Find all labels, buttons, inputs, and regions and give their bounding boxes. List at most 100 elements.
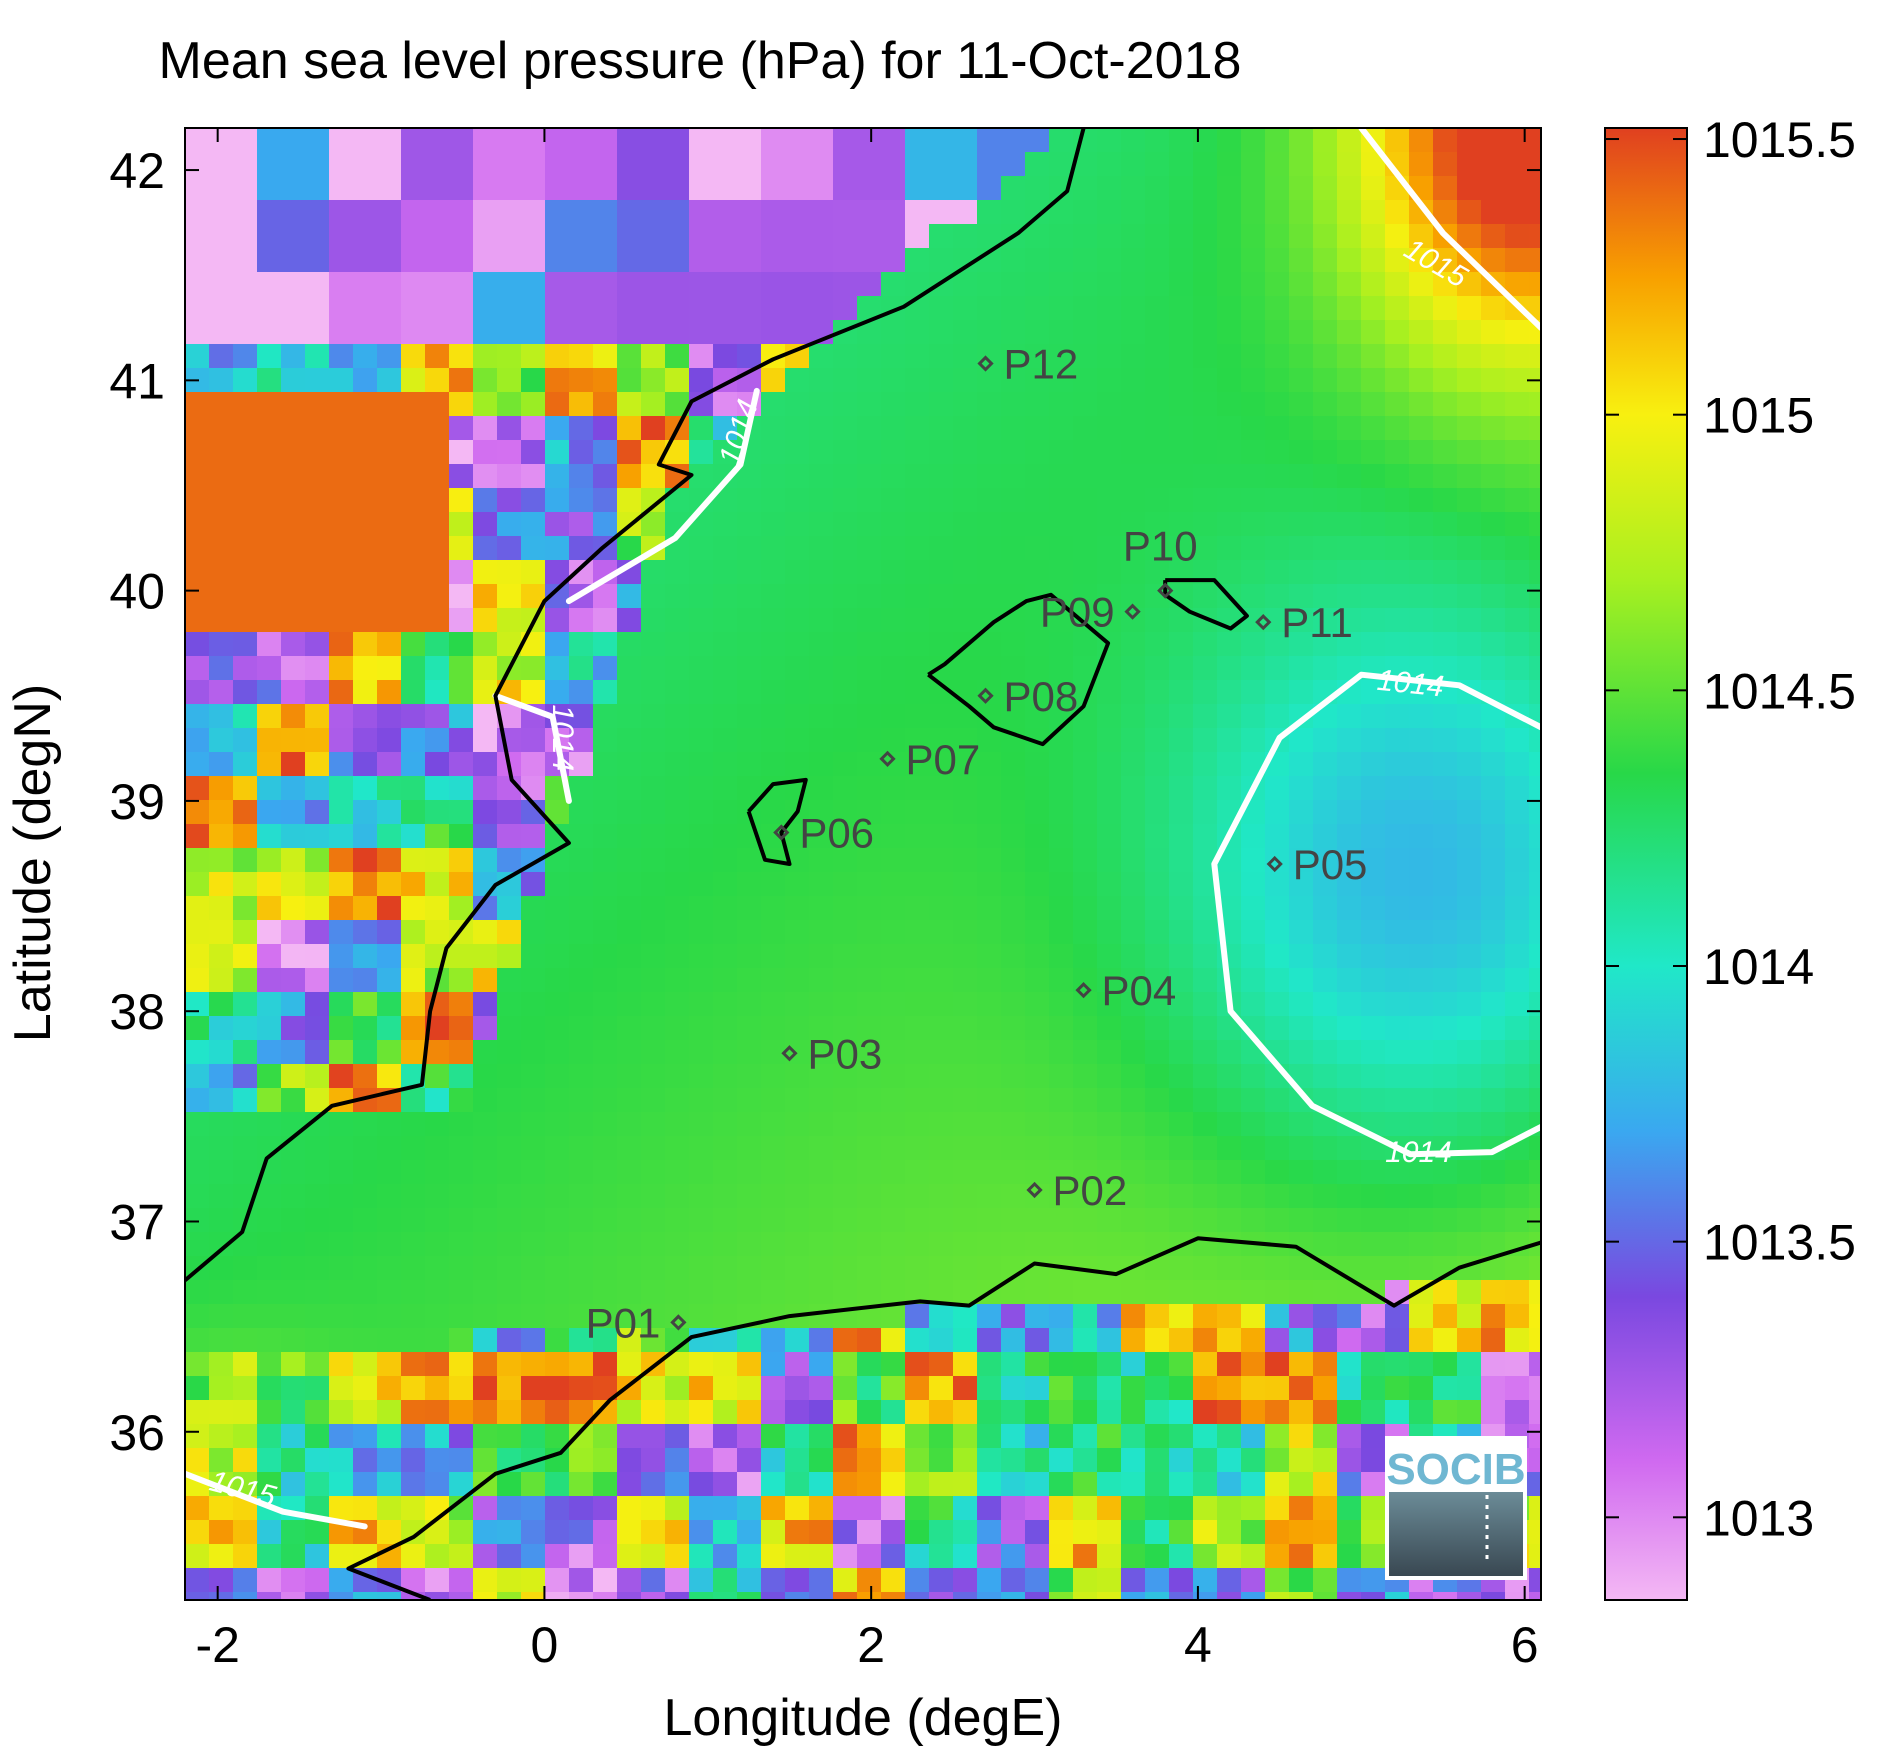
field-cell <box>665 200 690 225</box>
field-cell <box>1289 968 1314 993</box>
field-cell <box>1385 344 1410 369</box>
field-cell <box>737 920 762 945</box>
field-cell <box>1529 296 1541 321</box>
field-cell <box>785 728 810 753</box>
field-cell <box>1481 1304 1506 1329</box>
field-cell <box>1049 1472 1074 1497</box>
field-cell <box>953 1376 978 1401</box>
field-cell <box>281 680 306 705</box>
field-cell <box>353 1592 378 1600</box>
field-cell <box>1481 152 1506 177</box>
field-cell <box>1481 200 1506 225</box>
field-cell <box>425 1280 450 1305</box>
field-cell <box>785 368 810 393</box>
field-cell <box>737 1256 762 1281</box>
field-cell <box>689 776 714 801</box>
field-cell <box>209 536 234 561</box>
field-cell <box>1025 1208 1050 1233</box>
field-cell <box>305 368 330 393</box>
field-cell <box>1001 1208 1026 1233</box>
field-cell <box>689 1280 714 1305</box>
field-cell <box>1217 1544 1242 1569</box>
field-cell <box>1481 1088 1506 1113</box>
field-cell <box>1121 776 1146 801</box>
field-cell <box>329 1424 354 1449</box>
field-cell <box>689 1592 714 1600</box>
field-cell <box>1289 512 1314 537</box>
field-cell <box>1145 368 1170 393</box>
field-cell <box>1505 1160 1530 1185</box>
field-cell <box>1169 1064 1194 1089</box>
field-cell <box>1001 1544 1026 1569</box>
field-cell <box>737 296 762 321</box>
field-cell <box>833 1256 858 1281</box>
field-cell <box>1193 392 1218 417</box>
field-cell <box>329 320 354 345</box>
field-cell <box>1505 1208 1530 1233</box>
field-cell <box>1169 1472 1194 1497</box>
field-cell <box>1337 1232 1362 1257</box>
field-cell <box>881 464 906 489</box>
field-cell <box>641 1592 666 1600</box>
field-cell <box>1313 1448 1338 1473</box>
field-cell <box>1361 536 1386 561</box>
field-cell <box>641 176 666 201</box>
field-cell <box>329 680 354 705</box>
field-cell <box>569 344 594 369</box>
field-cell <box>953 200 978 225</box>
field-cell <box>1025 1568 1050 1593</box>
field-cell <box>1049 920 1074 945</box>
field-cell <box>1049 464 1074 489</box>
field-cell <box>665 272 690 297</box>
field-cell <box>449 1328 474 1353</box>
field-cell <box>569 992 594 1017</box>
field-cell <box>281 536 306 561</box>
field-cell <box>953 440 978 465</box>
field-cell <box>305 1040 330 1065</box>
field-cell <box>953 1424 978 1449</box>
field-cell <box>1193 1136 1218 1161</box>
field-cell <box>785 656 810 681</box>
field-cell <box>593 800 618 825</box>
field-cell <box>785 536 810 561</box>
field-cell <box>521 488 546 513</box>
field-cell <box>1337 896 1362 921</box>
field-cell <box>1313 1424 1338 1449</box>
field-cell <box>305 320 330 345</box>
field-cell <box>977 968 1002 993</box>
field-cell <box>761 1352 786 1377</box>
field-cell <box>857 1592 882 1600</box>
field-cell <box>977 848 1002 873</box>
field-cell <box>809 872 834 897</box>
field-cell <box>1481 224 1506 249</box>
field-cell <box>401 152 426 177</box>
field-cell <box>1025 368 1050 393</box>
field-cell <box>977 656 1002 681</box>
field-cell <box>473 656 498 681</box>
field-cell <box>1457 1160 1482 1185</box>
field-cell <box>665 776 690 801</box>
field-cell <box>857 608 882 633</box>
field-cell <box>449 1016 474 1041</box>
field-cell <box>785 1544 810 1569</box>
field-cell <box>233 176 258 201</box>
field-cell <box>905 944 930 969</box>
field-cell <box>1313 992 1338 1017</box>
field-cell <box>257 344 282 369</box>
field-cell <box>1337 872 1362 897</box>
field-cell <box>329 944 354 969</box>
field-cell <box>689 1376 714 1401</box>
field-cell <box>977 752 1002 777</box>
field-cell <box>473 1160 498 1185</box>
field-cell <box>881 560 906 585</box>
field-cell <box>1193 1016 1218 1041</box>
field-cell <box>737 488 762 513</box>
field-cell <box>713 1568 738 1593</box>
field-cell <box>353 920 378 945</box>
field-cell <box>1337 608 1362 633</box>
field-cell <box>257 680 282 705</box>
isobar-line <box>492 692 572 804</box>
field-cell <box>977 1184 1002 1209</box>
field-cell <box>1433 848 1458 873</box>
field-cell <box>257 656 282 681</box>
